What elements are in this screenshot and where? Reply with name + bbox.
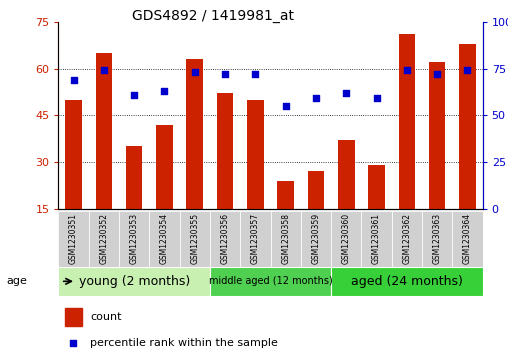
- Text: count: count: [90, 312, 122, 322]
- Point: [69, 340, 77, 346]
- Bar: [126, 146, 143, 209]
- Point: [70, 77, 78, 83]
- Point: [190, 69, 199, 75]
- Point: [161, 88, 169, 94]
- FancyBboxPatch shape: [331, 211, 361, 267]
- Text: GDS4892 / 1419981_at: GDS4892 / 1419981_at: [133, 9, 294, 23]
- Bar: [398, 34, 415, 209]
- Text: aged (24 months): aged (24 months): [351, 275, 463, 288]
- Bar: [96, 53, 112, 209]
- FancyBboxPatch shape: [361, 211, 392, 267]
- Text: percentile rank within the sample: percentile rank within the sample: [90, 338, 278, 348]
- FancyBboxPatch shape: [180, 211, 210, 267]
- Bar: [217, 93, 233, 209]
- Bar: [156, 125, 173, 209]
- Text: GSM1230352: GSM1230352: [100, 213, 108, 264]
- FancyBboxPatch shape: [240, 211, 270, 267]
- FancyBboxPatch shape: [119, 211, 149, 267]
- Text: GSM1230351: GSM1230351: [69, 213, 78, 264]
- Point: [463, 68, 471, 73]
- FancyBboxPatch shape: [58, 267, 210, 296]
- Bar: [308, 171, 324, 209]
- Bar: [368, 165, 385, 209]
- Text: middle aged (12 months): middle aged (12 months): [209, 276, 332, 286]
- Point: [342, 90, 351, 96]
- FancyBboxPatch shape: [89, 211, 119, 267]
- FancyBboxPatch shape: [270, 211, 301, 267]
- FancyBboxPatch shape: [452, 211, 483, 267]
- Text: GSM1230364: GSM1230364: [463, 213, 472, 264]
- Point: [251, 71, 260, 77]
- FancyBboxPatch shape: [301, 211, 331, 267]
- Text: GSM1230362: GSM1230362: [402, 213, 411, 264]
- Text: GSM1230358: GSM1230358: [281, 213, 290, 264]
- Text: age: age: [7, 276, 27, 286]
- Bar: [186, 59, 203, 209]
- Bar: [277, 181, 294, 209]
- Bar: [459, 44, 476, 209]
- Text: GSM1230354: GSM1230354: [160, 213, 169, 264]
- Point: [130, 92, 138, 98]
- Text: GSM1230363: GSM1230363: [433, 213, 441, 264]
- FancyBboxPatch shape: [149, 211, 180, 267]
- FancyBboxPatch shape: [58, 211, 89, 267]
- Text: GSM1230355: GSM1230355: [190, 213, 199, 264]
- Point: [372, 95, 380, 101]
- Bar: [65, 308, 82, 326]
- FancyBboxPatch shape: [331, 267, 483, 296]
- Bar: [65, 100, 82, 209]
- Text: young (2 months): young (2 months): [79, 275, 190, 288]
- Text: GSM1230357: GSM1230357: [251, 213, 260, 264]
- Text: GSM1230356: GSM1230356: [220, 213, 230, 264]
- Text: GSM1230359: GSM1230359: [311, 213, 321, 264]
- Point: [281, 103, 290, 109]
- FancyBboxPatch shape: [392, 211, 422, 267]
- Point: [221, 71, 229, 77]
- Text: GSM1230360: GSM1230360: [342, 213, 351, 264]
- Bar: [338, 140, 355, 209]
- Bar: [247, 100, 264, 209]
- FancyBboxPatch shape: [210, 211, 240, 267]
- Point: [433, 71, 441, 77]
- Bar: [429, 62, 446, 209]
- FancyBboxPatch shape: [422, 211, 452, 267]
- Point: [312, 95, 320, 101]
- Text: GSM1230353: GSM1230353: [130, 213, 139, 264]
- Text: GSM1230361: GSM1230361: [372, 213, 381, 264]
- FancyBboxPatch shape: [210, 267, 331, 296]
- Point: [100, 68, 108, 73]
- Point: [403, 68, 411, 73]
